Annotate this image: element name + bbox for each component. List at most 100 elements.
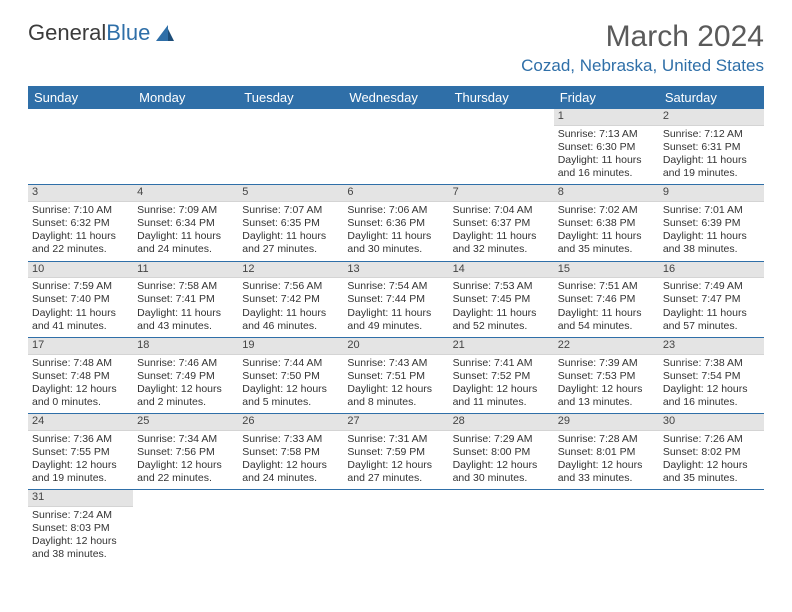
title-block: March 2024 Cozad, Nebraska, United State… <box>521 20 764 76</box>
daylight-text: Daylight: 11 hours and 16 minutes. <box>558 154 655 180</box>
sunset-text: Sunset: 7:47 PM <box>663 293 760 306</box>
calendar-day: 18Sunrise: 7:46 AMSunset: 7:49 PMDayligh… <box>133 338 238 413</box>
day-details: Sunrise: 7:10 AMSunset: 6:32 PMDaylight:… <box>28 202 133 261</box>
daylight-text: Daylight: 11 hours and 30 minutes. <box>347 230 444 256</box>
sunrise-text: Sunrise: 7:02 AM <box>558 204 655 217</box>
calendar-empty-day <box>659 490 764 565</box>
day-details: Sunrise: 7:41 AMSunset: 7:52 PMDaylight:… <box>449 355 554 414</box>
calendar-day: 28Sunrise: 7:29 AMSunset: 8:00 PMDayligh… <box>449 414 554 489</box>
sunset-text: Sunset: 7:44 PM <box>347 293 444 306</box>
sunrise-text: Sunrise: 7:44 AM <box>242 357 339 370</box>
day-header-cell: Friday <box>554 86 659 109</box>
daylight-text: Daylight: 11 hours and 52 minutes. <box>453 307 550 333</box>
sunrise-text: Sunrise: 7:54 AM <box>347 280 444 293</box>
sunset-text: Sunset: 7:41 PM <box>137 293 234 306</box>
day-header-cell: Sunday <box>28 86 133 109</box>
day-number: 10 <box>28 262 133 279</box>
sunrise-text: Sunrise: 7:51 AM <box>558 280 655 293</box>
daylight-text: Daylight: 12 hours and 19 minutes. <box>32 459 129 485</box>
calendar-day: 11Sunrise: 7:58 AMSunset: 7:41 PMDayligh… <box>133 262 238 337</box>
day-number: 21 <box>449 338 554 355</box>
day-number: 12 <box>238 262 343 279</box>
calendar-day: 13Sunrise: 7:54 AMSunset: 7:44 PMDayligh… <box>343 262 448 337</box>
day-details: Sunrise: 7:49 AMSunset: 7:47 PMDaylight:… <box>659 278 764 337</box>
day-number: 14 <box>449 262 554 279</box>
sunrise-text: Sunrise: 7:01 AM <box>663 204 760 217</box>
day-number: 6 <box>343 185 448 202</box>
calendar-empty-day <box>449 109 554 184</box>
sunrise-text: Sunrise: 7:34 AM <box>137 433 234 446</box>
daylight-text: Daylight: 12 hours and 35 minutes. <box>663 459 760 485</box>
daylight-text: Daylight: 12 hours and 30 minutes. <box>453 459 550 485</box>
sunrise-text: Sunrise: 7:36 AM <box>32 433 129 446</box>
calendar-day: 21Sunrise: 7:41 AMSunset: 7:52 PMDayligh… <box>449 338 554 413</box>
day-details: Sunrise: 7:07 AMSunset: 6:35 PMDaylight:… <box>238 202 343 261</box>
day-number: 25 <box>133 414 238 431</box>
daylight-text: Daylight: 11 hours and 24 minutes. <box>137 230 234 256</box>
daylight-text: Daylight: 11 hours and 46 minutes. <box>242 307 339 333</box>
sunrise-text: Sunrise: 7:46 AM <box>137 357 234 370</box>
day-number: 26 <box>238 414 343 431</box>
day-details: Sunrise: 7:26 AMSunset: 8:02 PMDaylight:… <box>659 431 764 490</box>
sunset-text: Sunset: 7:59 PM <box>347 446 444 459</box>
calendar-empty-day <box>554 490 659 565</box>
sunrise-text: Sunrise: 7:31 AM <box>347 433 444 446</box>
sunrise-text: Sunrise: 7:41 AM <box>453 357 550 370</box>
sunrise-text: Sunrise: 7:58 AM <box>137 280 234 293</box>
day-details: Sunrise: 7:01 AMSunset: 6:39 PMDaylight:… <box>659 202 764 261</box>
day-number: 5 <box>238 185 343 202</box>
calendar-day: 27Sunrise: 7:31 AMSunset: 7:59 PMDayligh… <box>343 414 448 489</box>
daylight-text: Daylight: 12 hours and 13 minutes. <box>558 383 655 409</box>
day-details: Sunrise: 7:34 AMSunset: 7:56 PMDaylight:… <box>133 431 238 490</box>
day-number: 29 <box>554 414 659 431</box>
day-details: Sunrise: 7:29 AMSunset: 8:00 PMDaylight:… <box>449 431 554 490</box>
brand-logo: GeneralBlue <box>28 20 176 46</box>
day-number: 16 <box>659 262 764 279</box>
sunset-text: Sunset: 7:53 PM <box>558 370 655 383</box>
daylight-text: Daylight: 12 hours and 33 minutes. <box>558 459 655 485</box>
day-details: Sunrise: 7:13 AMSunset: 6:30 PMDaylight:… <box>554 126 659 185</box>
day-number: 23 <box>659 338 764 355</box>
daylight-text: Daylight: 12 hours and 2 minutes. <box>137 383 234 409</box>
calendar-day: 23Sunrise: 7:38 AMSunset: 7:54 PMDayligh… <box>659 338 764 413</box>
day-number: 24 <box>28 414 133 431</box>
day-number: 4 <box>133 185 238 202</box>
calendar-day: 1Sunrise: 7:13 AMSunset: 6:30 PMDaylight… <box>554 109 659 184</box>
calendar-week: 31Sunrise: 7:24 AMSunset: 8:03 PMDayligh… <box>28 490 764 565</box>
day-number: 13 <box>343 262 448 279</box>
calendar-empty-day <box>238 490 343 565</box>
day-number: 9 <box>659 185 764 202</box>
calendar-empty-day <box>133 490 238 565</box>
daylight-text: Daylight: 11 hours and 38 minutes. <box>663 230 760 256</box>
day-details: Sunrise: 7:48 AMSunset: 7:48 PMDaylight:… <box>28 355 133 414</box>
day-details: Sunrise: 7:36 AMSunset: 7:55 PMDaylight:… <box>28 431 133 490</box>
brand-name-b: Blue <box>106 20 150 46</box>
calendar-day: 5Sunrise: 7:07 AMSunset: 6:35 PMDaylight… <box>238 185 343 260</box>
day-details: Sunrise: 7:04 AMSunset: 6:37 PMDaylight:… <box>449 202 554 261</box>
calendar: Sunday Monday Tuesday Wednesday Thursday… <box>28 86 764 566</box>
calendar-empty-day <box>343 490 448 565</box>
sunrise-text: Sunrise: 7:49 AM <box>663 280 760 293</box>
day-details: Sunrise: 7:09 AMSunset: 6:34 PMDaylight:… <box>133 202 238 261</box>
calendar-day: 6Sunrise: 7:06 AMSunset: 6:36 PMDaylight… <box>343 185 448 260</box>
daylight-text: Daylight: 12 hours and 24 minutes. <box>242 459 339 485</box>
calendar-week: 1Sunrise: 7:13 AMSunset: 6:30 PMDaylight… <box>28 109 764 185</box>
sunrise-text: Sunrise: 7:43 AM <box>347 357 444 370</box>
daylight-text: Daylight: 12 hours and 0 minutes. <box>32 383 129 409</box>
calendar-day: 15Sunrise: 7:51 AMSunset: 7:46 PMDayligh… <box>554 262 659 337</box>
daylight-text: Daylight: 12 hours and 11 minutes. <box>453 383 550 409</box>
day-details: Sunrise: 7:59 AMSunset: 7:40 PMDaylight:… <box>28 278 133 337</box>
brand-name-a: General <box>28 20 106 46</box>
day-number: 18 <box>133 338 238 355</box>
calendar-day: 14Sunrise: 7:53 AMSunset: 7:45 PMDayligh… <box>449 262 554 337</box>
day-number: 22 <box>554 338 659 355</box>
calendar-day: 22Sunrise: 7:39 AMSunset: 7:53 PMDayligh… <box>554 338 659 413</box>
day-details: Sunrise: 7:38 AMSunset: 7:54 PMDaylight:… <box>659 355 764 414</box>
day-number: 27 <box>343 414 448 431</box>
calendar-day: 4Sunrise: 7:09 AMSunset: 6:34 PMDaylight… <box>133 185 238 260</box>
sunrise-text: Sunrise: 7:38 AM <box>663 357 760 370</box>
day-header-cell: Thursday <box>449 86 554 109</box>
day-number: 30 <box>659 414 764 431</box>
day-details: Sunrise: 7:58 AMSunset: 7:41 PMDaylight:… <box>133 278 238 337</box>
calendar-day: 24Sunrise: 7:36 AMSunset: 7:55 PMDayligh… <box>28 414 133 489</box>
